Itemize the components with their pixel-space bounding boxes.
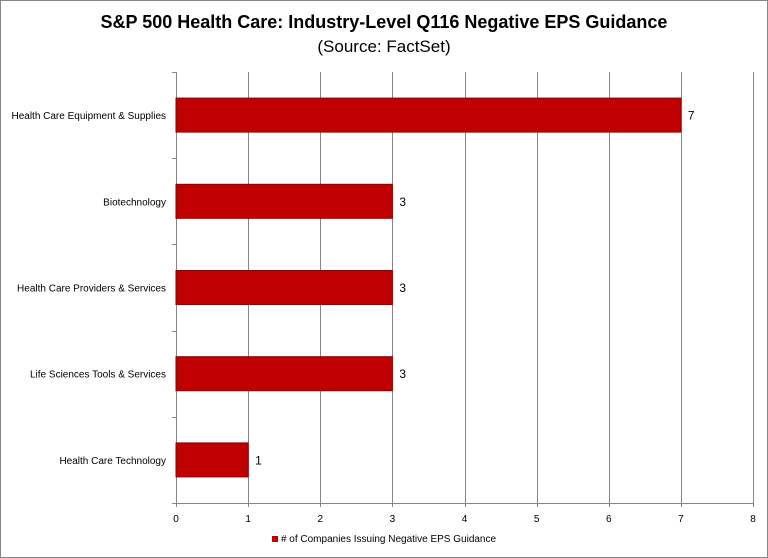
x-tick-label: 5 bbox=[534, 514, 540, 525]
category-label: Health Care Technology bbox=[59, 456, 166, 467]
chart-subtitle: (Source: FactSet) bbox=[317, 37, 451, 56]
bar bbox=[175, 442, 249, 478]
legend: # of Companies Issuing Negative EPS Guid… bbox=[1, 534, 767, 545]
data-label: 1 bbox=[255, 453, 262, 467]
legend-swatch bbox=[271, 536, 278, 542]
x-tick-label: 2 bbox=[317, 514, 323, 525]
x-tick-label: 8 bbox=[750, 514, 756, 525]
legend-label: # of Companies Issuing Negative EPS Guid… bbox=[280, 534, 497, 545]
chart-title: S&P 500 Health Care: Industry-Level Q116… bbox=[100, 12, 668, 32]
bar bbox=[175, 270, 393, 305]
x-tick-label: 7 bbox=[678, 514, 684, 525]
category-label: Biotechnology bbox=[103, 197, 166, 208]
bar bbox=[175, 356, 393, 392]
x-tick-label: 6 bbox=[606, 514, 612, 525]
category-label: Life Sciences Tools & Services bbox=[30, 370, 166, 381]
bar bbox=[175, 183, 393, 219]
x-tick-label: 1 bbox=[245, 514, 251, 525]
category-label: Health Care Providers & Services bbox=[17, 284, 166, 295]
x-tick-label: 3 bbox=[390, 514, 396, 525]
category-label: Health Care Equipment & Supplies bbox=[11, 111, 166, 122]
data-label: 3 bbox=[399, 281, 406, 295]
bar bbox=[175, 97, 682, 133]
x-tick-label: 0 bbox=[173, 514, 179, 525]
data-label: 7 bbox=[688, 109, 695, 123]
x-tick-label: 4 bbox=[462, 514, 468, 525]
data-label: 3 bbox=[399, 367, 406, 381]
data-label: 3 bbox=[399, 195, 406, 209]
